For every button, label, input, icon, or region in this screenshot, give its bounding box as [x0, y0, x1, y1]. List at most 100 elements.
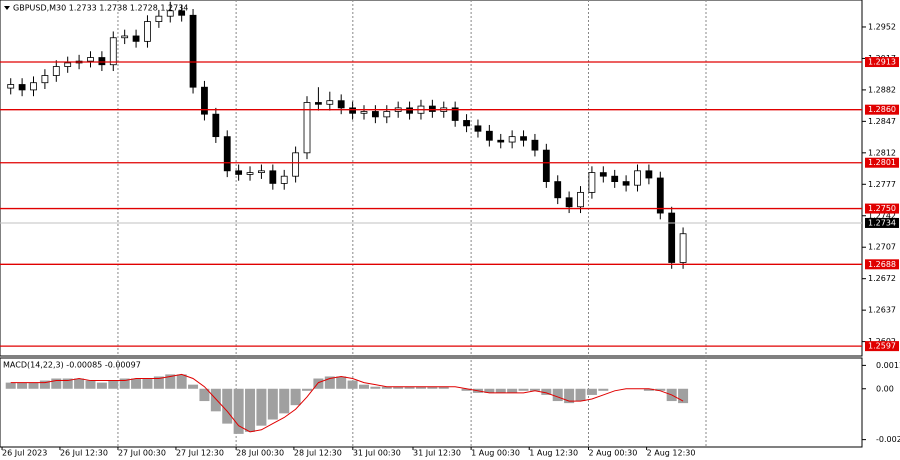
macd-bar — [210, 388, 221, 412]
macd-panel — [0, 357, 863, 448]
y-tick-label: 1.2707 — [868, 243, 896, 252]
macd-bar — [176, 374, 187, 389]
macd-bar — [415, 386, 426, 389]
candle-body — [178, 10, 186, 16]
x-tick-label: 1 Aug 12:30 — [529, 449, 578, 458]
macd-bar — [74, 378, 85, 389]
x-tick-label: 1 Aug 00:30 — [471, 449, 520, 458]
macd-bar — [96, 382, 107, 389]
level-label: 1.2860 — [868, 105, 896, 114]
candle-body — [485, 130, 493, 141]
macd-bar — [233, 388, 244, 434]
candle-body — [269, 170, 277, 184]
candle-body — [656, 177, 664, 214]
macd-bar — [643, 388, 654, 391]
x-tick-label: 31 Jul 12:30 — [413, 449, 461, 458]
candle-body — [292, 152, 300, 177]
candle-body — [246, 172, 254, 175]
macd-y-tick-label: 0.00 — [876, 384, 894, 393]
candle-body — [508, 136, 516, 143]
level-label: 1.2801 — [868, 158, 896, 167]
candle-body — [611, 175, 619, 182]
x-tick-label: 26 Jul 12:30 — [60, 449, 108, 458]
candle-body — [64, 62, 72, 67]
candle-body — [212, 113, 220, 138]
macd-bar — [518, 388, 529, 391]
macd-bar — [495, 388, 506, 393]
macd-bar — [529, 388, 540, 391]
macd-bar — [427, 386, 438, 389]
macd-bar — [62, 378, 73, 389]
macd-bar — [131, 378, 142, 389]
current-price-tag — [865, 217, 899, 228]
candle-body — [166, 10, 174, 17]
candle-body — [223, 136, 231, 172]
macd-bar — [336, 376, 347, 389]
macd-bar — [290, 388, 301, 406]
x-tick-label: 28 Jul 00:30 — [236, 449, 284, 458]
candle-body — [360, 111, 368, 114]
candle-body — [451, 107, 459, 121]
candle-body — [634, 170, 641, 186]
macd-bar — [484, 388, 495, 393]
level-tag — [865, 104, 899, 115]
level-label: 1.2688 — [868, 260, 896, 269]
macd-bar — [438, 386, 449, 389]
candle-body — [463, 120, 470, 127]
macd-bar — [370, 386, 381, 389]
candle-body — [577, 191, 584, 208]
x-tick-label: 28 Jul 12:30 — [294, 449, 342, 458]
candle-body — [622, 181, 630, 186]
candle-body — [144, 21, 151, 42]
macd-bar — [39, 380, 50, 389]
macd-title: MACD(14,22,3) -0.00085 -0.00097 — [3, 361, 141, 370]
candle-body — [121, 35, 129, 39]
y-tick-label: 1.2847 — [868, 117, 896, 126]
candle-body — [383, 111, 391, 118]
candle-body — [520, 136, 527, 141]
candle-body — [679, 233, 687, 263]
candle-body — [428, 105, 436, 112]
macd-bar — [404, 386, 415, 389]
macd-bar — [165, 374, 176, 389]
level-tag — [865, 57, 899, 68]
level-label: 1.2750 — [868, 204, 896, 213]
macd-bar — [358, 384, 369, 389]
macd-bar — [302, 388, 313, 391]
macd-bar — [108, 380, 119, 389]
candle-body — [98, 57, 106, 66]
y-tick-label: 1.2777 — [868, 180, 896, 189]
macd-bar — [678, 388, 689, 404]
macd-bar — [51, 378, 62, 389]
macd-bar — [119, 378, 130, 389]
level-label: 1.2913 — [868, 58, 896, 67]
macd-bar — [17, 382, 28, 389]
level-tag — [865, 157, 899, 168]
macd-bar — [655, 388, 666, 391]
macd-bar — [142, 378, 153, 389]
macd-signal — [10, 373, 684, 433]
macd-y-tick-label: 0.00114 — [876, 361, 900, 370]
macd-bar — [381, 386, 392, 389]
x-tick-label: 27 Jul 00:30 — [118, 449, 166, 458]
y-tick-label: 1.2742 — [868, 211, 896, 220]
macd-bar — [461, 388, 472, 391]
candle-body — [189, 14, 197, 88]
candle-body — [155, 15, 163, 22]
candle-body — [349, 107, 356, 114]
candle-body — [497, 139, 505, 143]
level-tag — [865, 341, 899, 352]
candle-body — [258, 170, 265, 174]
candle-body — [109, 37, 117, 66]
chart-title: GBPUSD,M30 1.2733 1.2738 1.2728 1.2734 — [13, 4, 188, 13]
macd-bar — [85, 380, 96, 389]
level-tag — [865, 203, 899, 214]
macd-bar — [267, 388, 278, 420]
macd-bar — [279, 388, 290, 414]
current-price-label: 1.2734 — [868, 218, 896, 227]
macd-bar — [552, 388, 563, 402]
candle-body — [7, 84, 15, 89]
candle-body — [645, 170, 653, 179]
main-panel — [0, 0, 863, 357]
